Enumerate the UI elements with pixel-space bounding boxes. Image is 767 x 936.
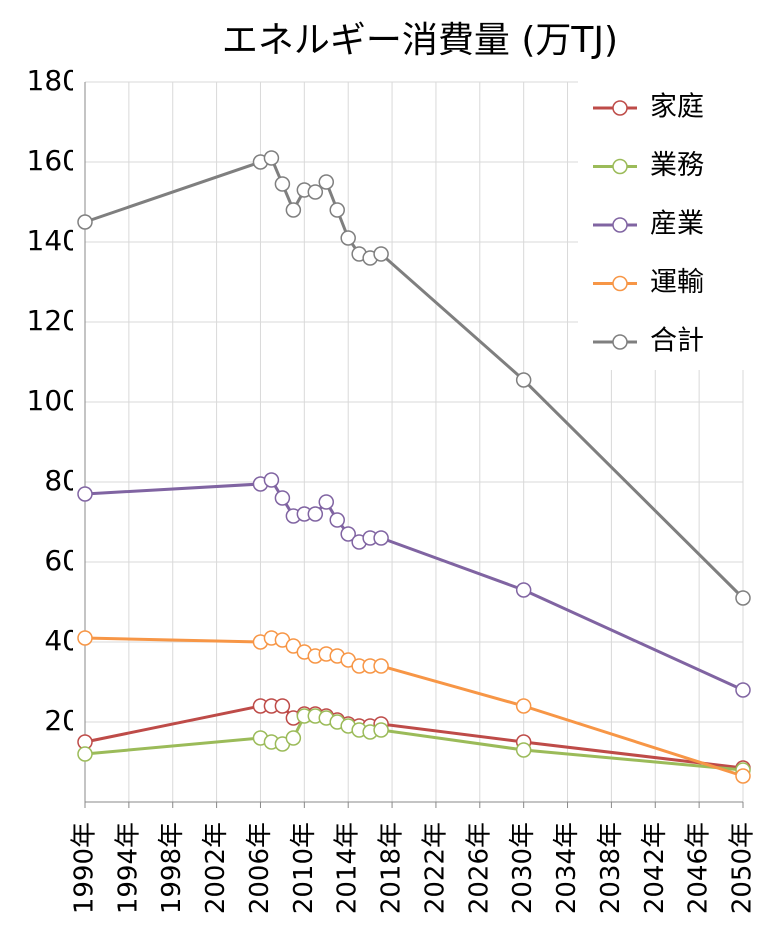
marker <box>329 202 345 218</box>
series-line <box>84 478 744 692</box>
x-tick-label: 2034年 <box>552 822 582 914</box>
x-tick-label: 1990年 <box>70 822 100 914</box>
x-tick-label: 2038年 <box>596 822 626 914</box>
y-tick-labels: 20 40 60 80 100 120 140 160 180 <box>27 64 80 737</box>
marker <box>318 494 335 510</box>
marker <box>329 512 345 528</box>
x-tick-label: 2042年 <box>640 822 670 914</box>
marker <box>735 590 751 606</box>
x-tick-label: 2010年 <box>289 822 319 914</box>
x-tick-label: 2046年 <box>684 822 714 914</box>
x-tick-label: 1998年 <box>157 822 187 914</box>
y-tick-label: 40 <box>44 624 80 657</box>
y-tick-label: 80 <box>44 464 80 497</box>
marker <box>373 722 389 738</box>
y-tick-label: 180 <box>27 64 80 97</box>
y-tick-label: 120 <box>27 304 80 337</box>
marker <box>735 768 751 784</box>
marker <box>307 506 324 522</box>
y-tick-label: 160 <box>27 144 80 177</box>
legend-label: 合計 <box>650 326 704 357</box>
marker <box>318 174 335 190</box>
x-tick-label: 2026年 <box>464 822 494 914</box>
marker <box>274 490 291 506</box>
legend-label: 産業 <box>650 209 704 240</box>
x-tick-label: 2018年 <box>377 822 407 914</box>
x-tick-label: 2022年 <box>420 822 450 914</box>
marker <box>77 630 93 646</box>
marker <box>515 698 532 714</box>
y-tick-label: 140 <box>27 224 80 257</box>
marker <box>77 746 93 762</box>
marker <box>307 184 324 200</box>
legend-marker <box>612 217 628 233</box>
x-tick-label: 2050年 <box>728 822 758 914</box>
legend-label: 家庭 <box>650 92 704 123</box>
marker <box>340 230 356 246</box>
marker <box>263 150 280 166</box>
legend-label: 業務 <box>650 150 704 181</box>
x-tick-label: 2014年 <box>333 822 363 914</box>
marker <box>373 658 389 674</box>
marker <box>515 582 532 598</box>
legend-marker <box>612 158 628 175</box>
y-tick-label: 60 <box>44 544 80 577</box>
marker <box>373 246 389 262</box>
marker <box>285 730 302 746</box>
legend-label: 運輸 <box>650 267 704 298</box>
marker <box>515 372 532 388</box>
y-tick-label: 100 <box>27 384 80 417</box>
x-tick-label: 1994年 <box>113 822 143 914</box>
marker <box>77 214 93 230</box>
marker <box>735 682 751 698</box>
marker <box>77 486 93 502</box>
marker <box>340 526 356 542</box>
chart-title: エネルギー消費量 (万TJ) <box>222 20 618 61</box>
marker <box>373 530 389 546</box>
marker <box>274 698 291 714</box>
y-tick-label: 20 <box>44 704 80 737</box>
x-tick-label: 2006年 <box>245 822 275 914</box>
legend-marker <box>612 100 628 116</box>
legend-marker <box>612 334 628 350</box>
x-tick-label: 2030年 <box>508 822 538 914</box>
marker <box>285 202 302 218</box>
x-tick-label: 2002年 <box>201 822 231 914</box>
marker <box>274 176 291 192</box>
marker <box>263 472 280 488</box>
marker <box>515 742 532 758</box>
series-line <box>84 704 744 770</box>
legend-marker <box>612 275 628 292</box>
